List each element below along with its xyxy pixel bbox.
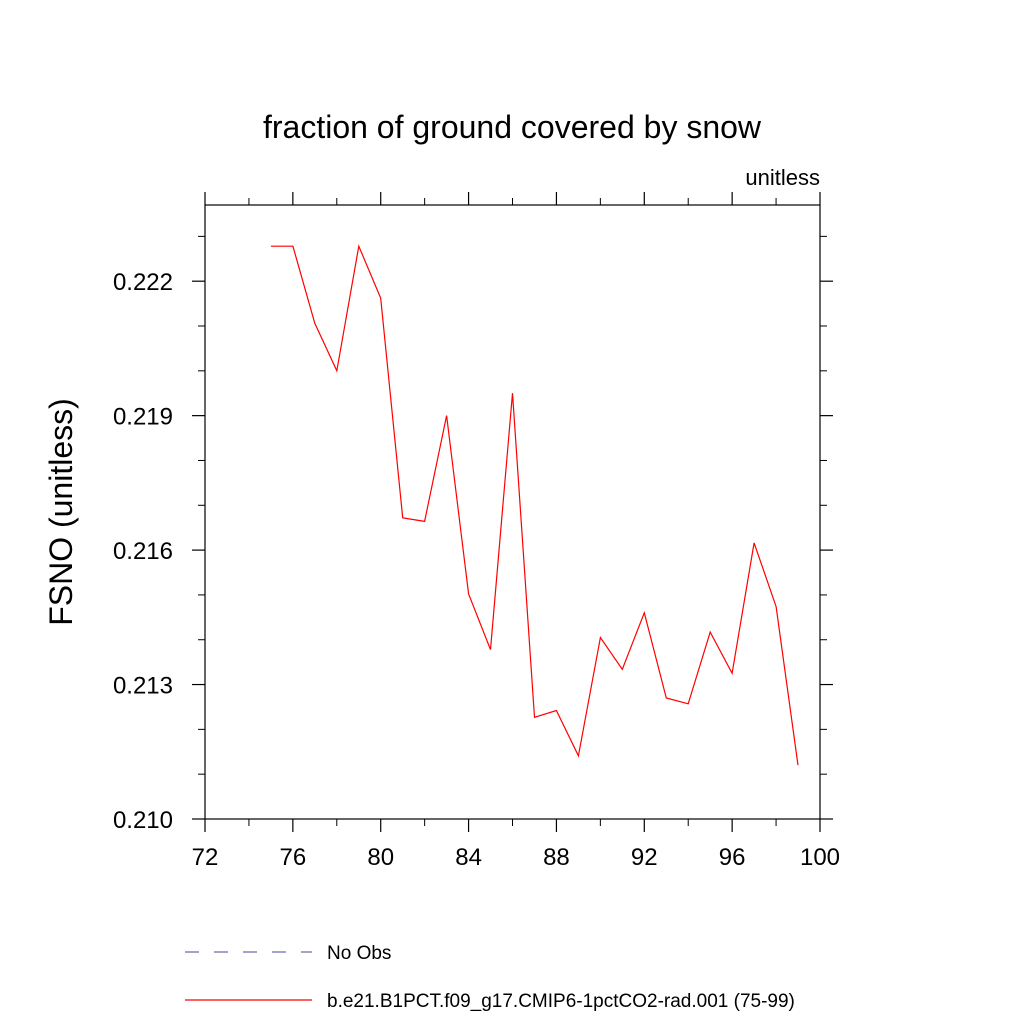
chart-title: fraction of ground covered by snow (263, 109, 762, 145)
units-label: unitless (745, 165, 820, 190)
series-line-1 (270, 244, 799, 766)
plot-frame (204, 204, 821, 820)
y-axis-label: FSNO (unitless) (43, 398, 79, 626)
x-tick-label: 96 (719, 844, 746, 871)
x-tick-label: 76 (280, 844, 307, 871)
x-tick-label: 100 (800, 844, 840, 871)
y-tick-label: 0.210 (113, 807, 173, 834)
legend: No Obs b.e21.B1PCT.f09_g17.CMIP6-1pctCO2-… (185, 943, 795, 1012)
y-tick-label: 0.213 (113, 673, 173, 700)
legend-label-0: No Obs (327, 943, 391, 964)
x-tick-label: 80 (367, 844, 394, 871)
plot-area: 72 76 80 84 88 92 96 100 0.210 0.213 0.216 0.219 0.2… (113, 192, 840, 871)
legend-label-1: b.e21.B1PCT.f09_g17.CMIP6-1pctCO2-rad.00… (327, 991, 795, 1012)
x-tick-label: 88 (543, 844, 570, 871)
x-tick-label: 84 (455, 844, 482, 871)
y-tick-label: 0.222 (113, 269, 173, 296)
y-tick-label: 0.219 (113, 404, 173, 431)
x-tick-label: 92 (631, 844, 658, 871)
x-tick-label: 72 (192, 844, 219, 871)
y-tick-label: 0.216 (113, 538, 173, 565)
